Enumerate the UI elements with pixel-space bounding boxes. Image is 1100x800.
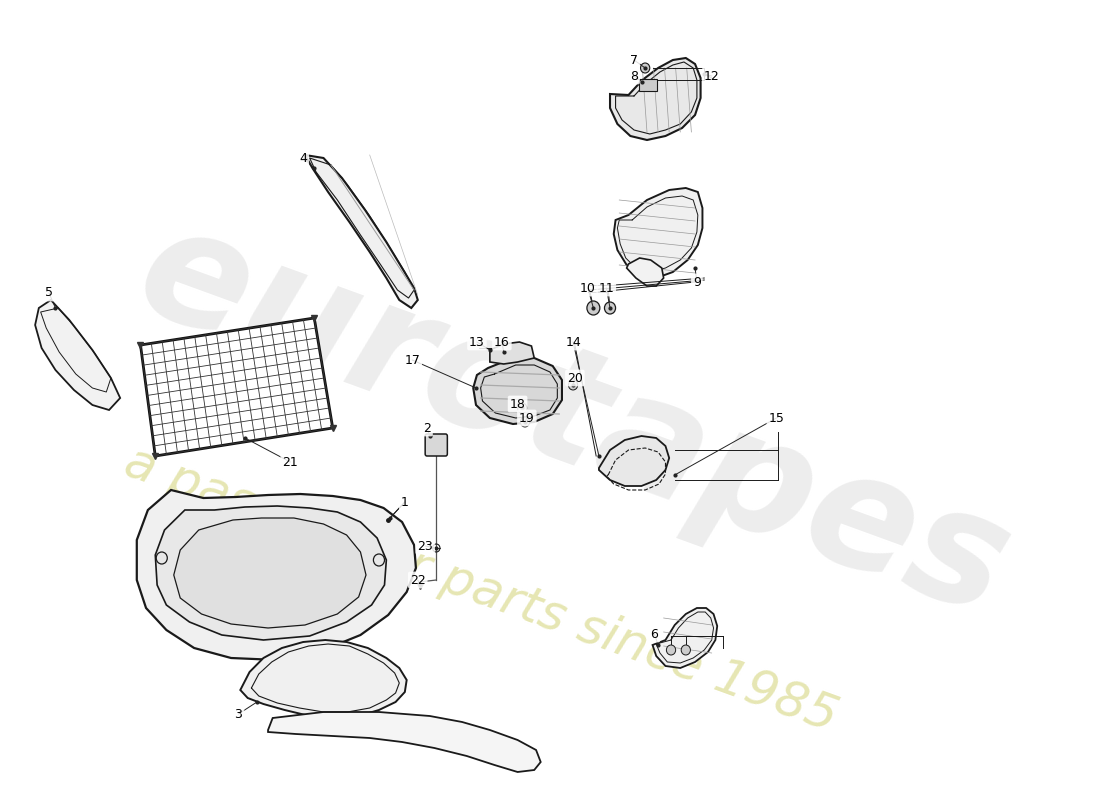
Circle shape xyxy=(640,63,650,73)
Text: 20: 20 xyxy=(566,371,583,385)
Text: eurotapes: eurotapes xyxy=(118,191,1028,649)
Polygon shape xyxy=(268,712,541,772)
Circle shape xyxy=(605,302,616,314)
Circle shape xyxy=(520,417,529,427)
Text: 18: 18 xyxy=(509,398,526,410)
Text: 3: 3 xyxy=(234,707,242,721)
FancyBboxPatch shape xyxy=(426,434,448,456)
Text: 1: 1 xyxy=(400,495,409,509)
Text: 7: 7 xyxy=(630,54,638,66)
Circle shape xyxy=(569,380,578,390)
Text: 17: 17 xyxy=(405,354,420,366)
Text: 22: 22 xyxy=(410,574,426,586)
Polygon shape xyxy=(240,640,407,718)
Text: 12: 12 xyxy=(704,70,719,82)
Text: 19: 19 xyxy=(519,411,535,425)
Polygon shape xyxy=(614,188,703,278)
Text: a passion for parts since 1985: a passion for parts since 1985 xyxy=(118,438,844,742)
Polygon shape xyxy=(155,506,386,640)
Text: 6: 6 xyxy=(650,627,658,641)
Circle shape xyxy=(681,645,691,655)
Text: 5: 5 xyxy=(45,286,53,299)
Text: 14: 14 xyxy=(565,335,581,349)
Text: 21: 21 xyxy=(283,455,298,469)
Polygon shape xyxy=(627,258,663,286)
Polygon shape xyxy=(652,608,717,668)
FancyBboxPatch shape xyxy=(639,79,657,91)
Text: 16: 16 xyxy=(494,335,509,349)
Polygon shape xyxy=(305,155,418,308)
Text: 8: 8 xyxy=(630,70,638,82)
Polygon shape xyxy=(490,342,535,364)
Text: 10: 10 xyxy=(580,282,596,294)
Text: 11: 11 xyxy=(598,282,614,294)
Text: 13: 13 xyxy=(469,335,485,349)
Text: 4: 4 xyxy=(299,151,307,165)
Polygon shape xyxy=(136,490,416,660)
Polygon shape xyxy=(141,318,332,456)
Polygon shape xyxy=(174,518,366,628)
Circle shape xyxy=(587,301,600,315)
Polygon shape xyxy=(610,58,701,140)
Text: 15: 15 xyxy=(769,411,784,425)
Text: 23: 23 xyxy=(417,539,433,553)
Text: 2: 2 xyxy=(424,422,431,434)
Circle shape xyxy=(667,645,675,655)
Polygon shape xyxy=(473,358,562,424)
Text: 9: 9 xyxy=(693,275,701,289)
Circle shape xyxy=(518,403,527,413)
Polygon shape xyxy=(35,300,120,410)
Polygon shape xyxy=(598,436,669,486)
